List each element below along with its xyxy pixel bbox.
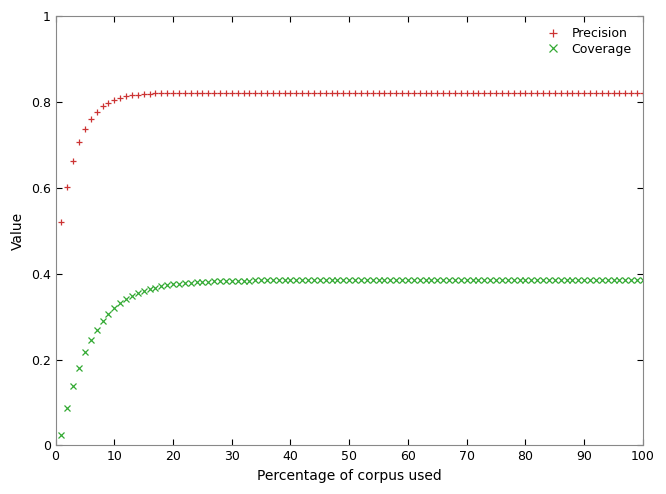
Coverage	[169, 282, 177, 288]
Coverage	[592, 277, 600, 283]
Coverage	[192, 279, 200, 285]
Precision	[404, 89, 412, 95]
Legend: Precision, Coverage: Precision, Coverage	[535, 22, 637, 61]
Precision	[592, 89, 600, 95]
Coverage	[357, 277, 365, 283]
Coverage	[609, 277, 617, 283]
Y-axis label: Value: Value	[11, 212, 25, 250]
X-axis label: Percentage of corpus used: Percentage of corpus used	[257, 469, 442, 483]
Precision	[357, 89, 365, 95]
Line: Coverage: Coverage	[59, 278, 646, 438]
Coverage	[57, 432, 65, 438]
Precision	[57, 219, 65, 225]
Precision	[639, 89, 647, 95]
Precision	[609, 89, 617, 95]
Precision	[192, 89, 200, 95]
Coverage	[639, 277, 647, 283]
Coverage	[404, 277, 412, 283]
Line: Precision: Precision	[59, 90, 646, 225]
Precision	[169, 90, 177, 96]
